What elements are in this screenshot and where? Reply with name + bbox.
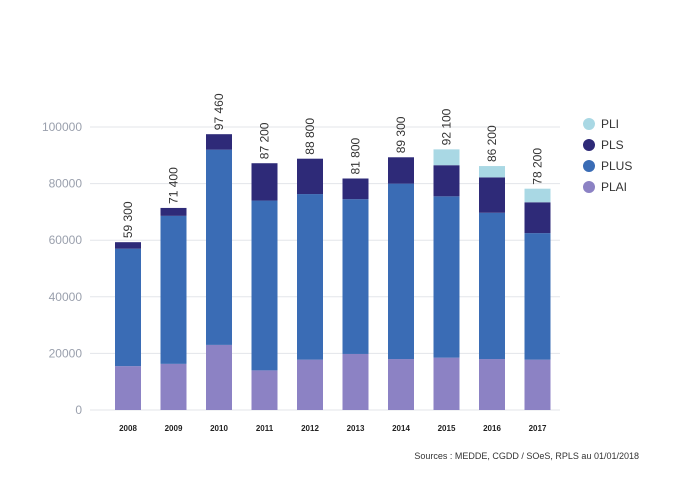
- bar-segment-plai: [524, 359, 551, 410]
- x-axis: 2008 2009 2010 2011 2012 2013 2014 2015 2016 2017: [119, 424, 547, 433]
- bar-segment-plus: [251, 200, 278, 371]
- total-label: 89 300: [394, 116, 408, 153]
- bar-segment-plus: [206, 149, 232, 345]
- bar-segment-pls: [206, 134, 232, 150]
- bars: [115, 134, 551, 410]
- y-tick-label: 20000: [49, 346, 83, 360]
- bar-segment-pli: [433, 149, 460, 166]
- x-tick-label: 2012: [301, 424, 319, 433]
- x-tick-label: 2014: [392, 424, 410, 433]
- bar-segment-pls: [479, 177, 505, 213]
- bar-segment-plus: [160, 215, 187, 364]
- bar-segment-plai: [297, 359, 323, 410]
- legend-label: PLI: [601, 117, 619, 131]
- bar-segment-pls: [115, 242, 141, 249]
- total-label: 78 200: [531, 148, 545, 185]
- y-tick-label: 60000: [49, 233, 83, 247]
- bar-segment-pls: [160, 207, 187, 216]
- bar-segment-pls: [388, 157, 414, 184]
- bar-segment-pli: [479, 166, 505, 178]
- bar-segment-plus: [524, 233, 551, 360]
- x-tick-label: 2011: [256, 424, 274, 433]
- x-tick-label: 2013: [347, 424, 365, 433]
- total-label: 71 400: [167, 167, 181, 204]
- bar-segment-pls: [524, 202, 551, 234]
- source-note: Sources : MEDDE, CGDD / SOeS, RPLS au 01…: [414, 451, 639, 461]
- legend-swatch: [583, 181, 595, 193]
- legend-swatch: [583, 118, 595, 130]
- total-label: 81 800: [349, 137, 363, 174]
- bar-segment-plus: [342, 199, 369, 354]
- total-label: 86 200: [485, 125, 499, 162]
- legend-label: PLAI: [601, 180, 627, 194]
- bar-segment-plai: [115, 366, 141, 410]
- x-tick-label: 2017: [529, 424, 547, 433]
- x-tick-label: 2010: [210, 424, 228, 433]
- bar-segment-plai: [479, 359, 505, 410]
- legend-label: PLS: [601, 138, 624, 152]
- bar-segment-plus: [297, 194, 323, 360]
- legend-swatch: [583, 139, 595, 151]
- bar-segment-pls: [342, 178, 369, 200]
- bar-segment-plai: [342, 353, 369, 410]
- bar-segment-plai: [388, 359, 414, 410]
- bar-segment-plus: [479, 212, 505, 360]
- x-tick-label: 2009: [165, 424, 183, 433]
- total-label: 87 200: [258, 122, 272, 159]
- bar-segment-plus: [388, 183, 414, 360]
- y-tick-label: 80000: [49, 177, 83, 191]
- bar-segment-plai: [251, 370, 278, 410]
- x-tick-label: 2015: [438, 424, 456, 433]
- y-tick-label: 0: [75, 403, 82, 417]
- bar-segment-pls: [433, 165, 460, 197]
- total-label: 97 460: [212, 93, 226, 130]
- bar-segment-pli: [524, 188, 551, 203]
- bar-segment-plai: [206, 344, 232, 410]
- bar-segment-pls: [251, 163, 278, 201]
- legend-swatch: [583, 160, 595, 172]
- bar-segment-pls: [297, 158, 323, 195]
- bar-segment-plus: [433, 196, 460, 358]
- y-axis: 0 20000 40000 60000 80000 100000: [42, 120, 82, 417]
- bar-segment-plai: [433, 357, 460, 410]
- total-labels: 59 300 71 400 97 460 87 200 88 800 81 800 89 3…: [121, 93, 545, 238]
- x-tick-label: 2016: [483, 424, 501, 433]
- bar-segment-plai: [160, 363, 187, 410]
- legend-label: PLUS: [601, 159, 632, 173]
- total-label: 59 300: [121, 201, 135, 238]
- x-tick-label: 2008: [119, 424, 137, 433]
- bar-segment-plus: [115, 248, 141, 367]
- legend: PLI PLS PLUS PLAI: [583, 117, 632, 194]
- total-label: 92 100: [440, 108, 454, 145]
- y-tick-label: 100000: [42, 120, 82, 134]
- total-label: 88 800: [303, 118, 317, 155]
- y-tick-label: 40000: [49, 290, 83, 304]
